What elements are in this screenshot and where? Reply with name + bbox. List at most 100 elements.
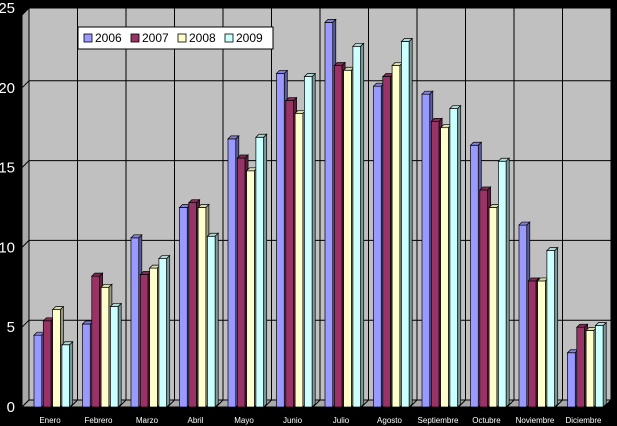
bar-front	[449, 108, 459, 408]
legend-box	[77, 26, 274, 50]
bar	[352, 42, 365, 408]
bar-front	[285, 100, 294, 408]
bar-front	[518, 224, 528, 408]
bar	[546, 246, 559, 408]
x-tick-label: Julio	[333, 416, 350, 425]
x-tick-label: Junio	[283, 416, 303, 425]
legend-label: 2009	[236, 31, 263, 45]
bar-front	[246, 170, 255, 408]
bar-front	[304, 76, 313, 408]
bar-front	[207, 235, 216, 408]
x-tick-label: Febrero	[84, 416, 113, 425]
bar-front	[33, 334, 43, 408]
bar-front	[91, 275, 100, 408]
side-wall	[21, 6, 30, 409]
x-axis-ticks: Enero Febrero Marzo Abril Mayo Junio Julio Agos…	[39, 416, 602, 425]
bar-side	[263, 133, 268, 408]
x-tick-label: Abril	[187, 416, 203, 425]
bar	[206, 232, 220, 408]
bar-front	[527, 280, 537, 408]
bar	[594, 321, 608, 408]
floor-gridline	[264, 399, 272, 408]
y-axis-ticks: 0 5 10 15 20 25	[0, 0, 15, 416]
bar-side	[554, 246, 559, 408]
x-tick-label: Septiembre	[418, 416, 459, 425]
floor-gridline	[167, 399, 175, 408]
side-gridline	[21, 80, 30, 89]
bar-front	[498, 160, 507, 408]
bar	[255, 133, 268, 408]
bar-front	[255, 136, 265, 408]
bar	[109, 302, 123, 408]
x-tick-label: Diciembre	[565, 416, 602, 425]
gridlines	[21, 0, 611, 408]
bar-front	[236, 157, 246, 408]
bar-front	[537, 280, 546, 408]
bar-front	[110, 306, 119, 408]
bar-front	[130, 237, 140, 408]
floor-gridline	[506, 399, 515, 408]
bar-front	[440, 127, 449, 408]
bar-front	[585, 330, 595, 408]
bar-front	[430, 120, 440, 408]
bar-front	[567, 352, 576, 408]
bar	[61, 340, 74, 408]
bar-side	[214, 232, 219, 408]
bar-front	[479, 189, 488, 408]
bar-side	[311, 72, 316, 408]
bar-side	[505, 157, 510, 408]
side-gridline	[21, 240, 30, 248]
bar-front	[352, 45, 362, 408]
bar-side	[360, 42, 365, 408]
bar-front	[179, 207, 188, 408]
legend: 2006 2007 2008 2009	[77, 26, 274, 50]
y-tick-label: 5	[7, 319, 15, 336]
side-gridline	[21, 0, 30, 9]
bar-front	[401, 41, 410, 408]
bar	[400, 37, 414, 408]
bar	[497, 157, 511, 408]
bar-front	[488, 207, 498, 408]
bar-front	[149, 267, 158, 408]
y-tick-label: 15	[0, 160, 15, 177]
bar	[158, 254, 171, 408]
bar-front	[324, 22, 334, 408]
bar-front	[227, 138, 237, 408]
bar-front	[333, 65, 343, 408]
bar-front	[52, 309, 61, 408]
bar-side	[457, 104, 462, 408]
bars	[33, 18, 608, 408]
bar	[449, 104, 462, 408]
bar-front	[82, 323, 91, 408]
bar-front	[470, 144, 479, 408]
bar-front	[546, 250, 556, 408]
side-gridline	[21, 160, 30, 168]
legend-swatch	[83, 33, 93, 43]
bar-front	[61, 344, 71, 408]
floor-gridline	[312, 399, 321, 408]
bar-front	[391, 65, 401, 408]
x-tick-label: Marzo	[136, 416, 159, 425]
floor-gridline	[70, 399, 78, 408]
floor-gridline	[215, 399, 224, 408]
x-tick-label: Octubre	[472, 416, 501, 425]
bar-front	[139, 274, 149, 408]
x-tick-label: Noviembre	[516, 416, 555, 425]
bar-front	[276, 73, 285, 408]
legend-swatch	[177, 33, 187, 43]
y-tick-label: 10	[0, 239, 15, 256]
floor-gridline	[118, 399, 127, 408]
y-tick-label: 20	[0, 80, 15, 97]
bar-front	[294, 112, 304, 408]
bar-front	[576, 326, 585, 408]
bar-front	[382, 76, 391, 408]
bar-front	[421, 93, 431, 408]
legend-label: 2008	[189, 31, 216, 45]
floor-gridline	[458, 399, 466, 408]
bar-side	[69, 340, 74, 408]
legend-swatch	[224, 33, 234, 43]
bar-side	[408, 37, 413, 408]
bar-front	[373, 85, 382, 408]
bar-side	[117, 302, 122, 408]
